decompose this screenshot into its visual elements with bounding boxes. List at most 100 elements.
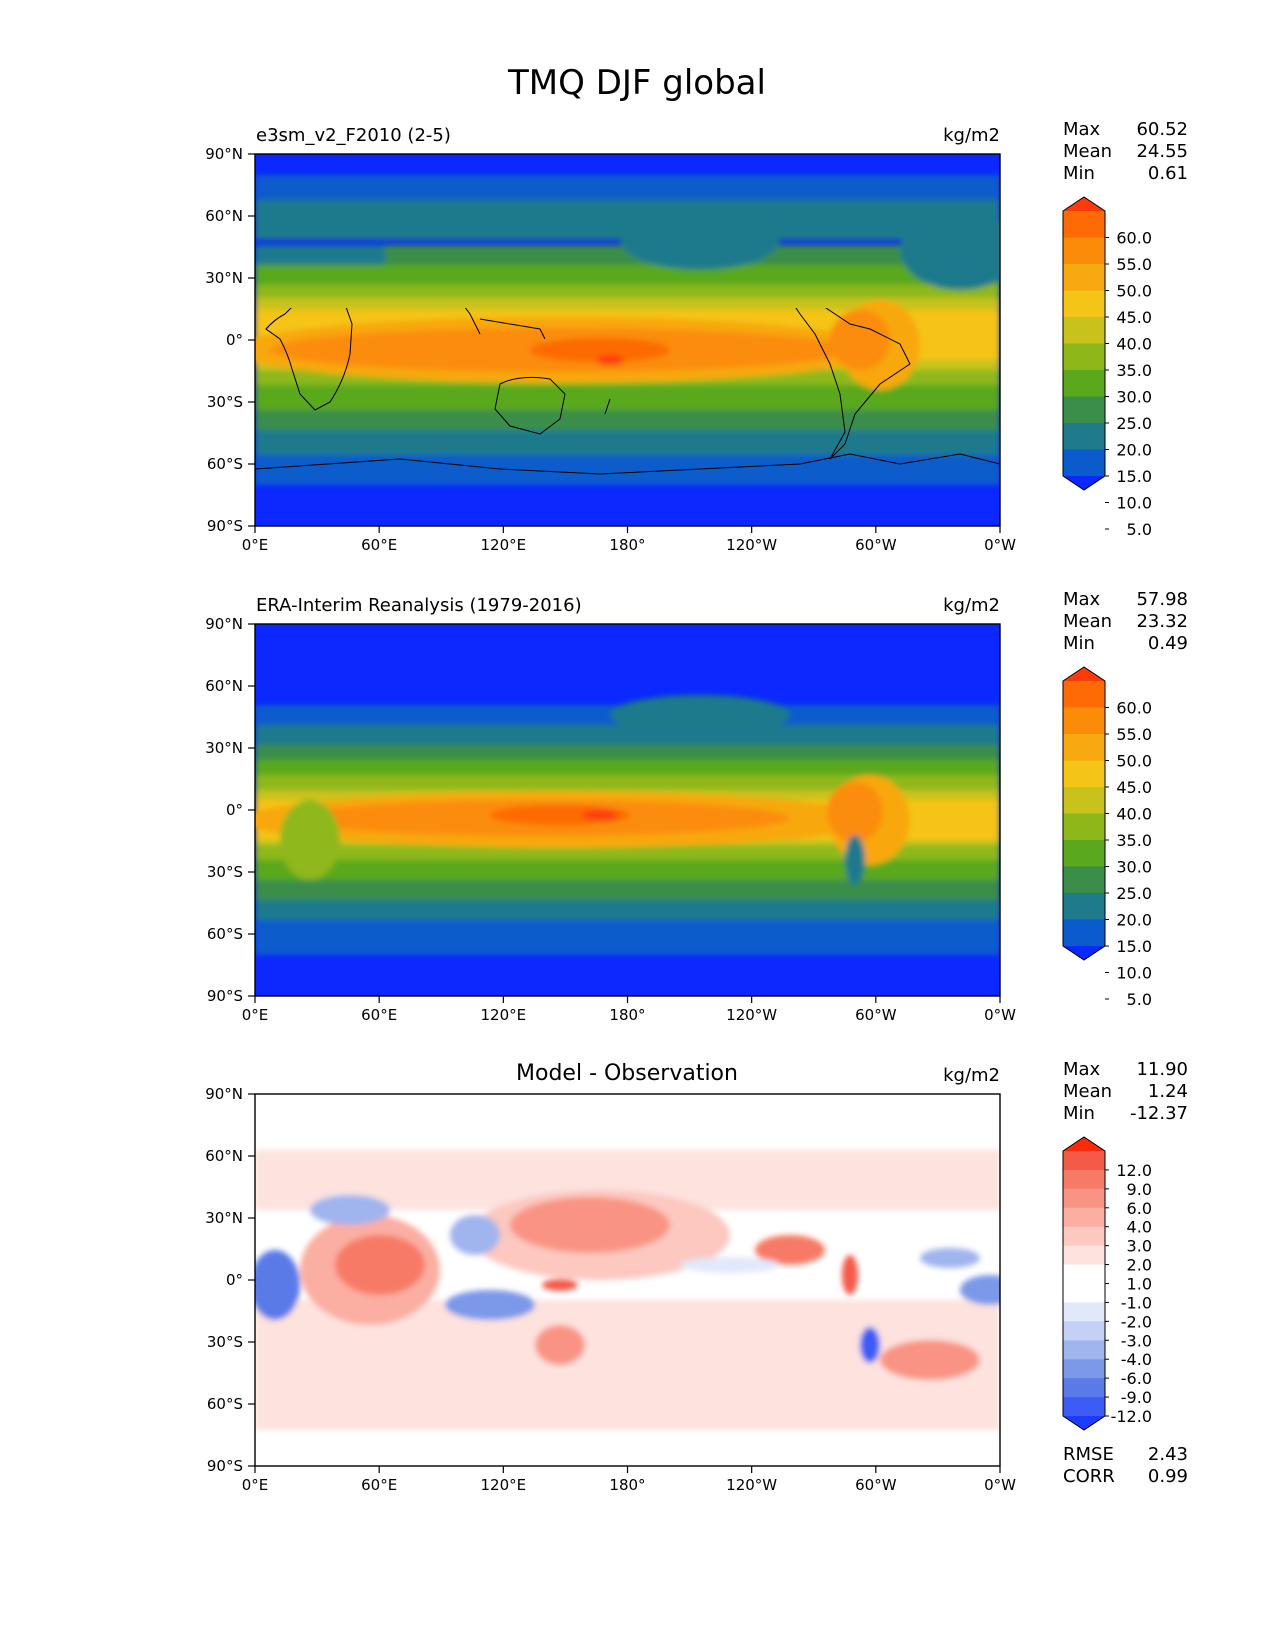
lat-tick-label: 60°N bbox=[205, 207, 243, 225]
colorbar-label: 45.0 bbox=[1116, 778, 1152, 797]
lon-tick-label: 0°E bbox=[242, 1006, 269, 1024]
stat-min-label: Min bbox=[1063, 1103, 1095, 1124]
colorbar-extend-min bbox=[1063, 476, 1105, 490]
colorbar-extend-min bbox=[1063, 946, 1105, 960]
colorbar-label: 25.0 bbox=[1116, 414, 1152, 433]
colorbar-label: 55.0 bbox=[1116, 725, 1152, 744]
colorbar-segment bbox=[1063, 1207, 1105, 1228]
colorbar-label: 10.0 bbox=[1116, 964, 1152, 983]
lat-tick-label: 30°N bbox=[205, 1209, 243, 1227]
stat-min-value: -12.37 bbox=[1130, 1103, 1188, 1124]
colorbar-label: 3.0 bbox=[1127, 1237, 1152, 1256]
lon-ticks-model: 0°E 60°E 120°E 180° 120°W 60°W 0°W bbox=[242, 526, 1016, 554]
lon-tick-label: 0°W bbox=[984, 1476, 1016, 1494]
lon-tick-label: 120°E bbox=[481, 1476, 527, 1494]
colorbar-extend-max bbox=[1063, 667, 1105, 681]
colorbar-label: 50.0 bbox=[1116, 752, 1152, 771]
colorbar-segment bbox=[1063, 264, 1105, 291]
colorbar-extend-max bbox=[1063, 1137, 1105, 1151]
colorbar-label: 20.0 bbox=[1116, 911, 1152, 930]
colorbar-label: 4.0 bbox=[1127, 1218, 1152, 1237]
lon-tick-label: 120°W bbox=[726, 1476, 777, 1494]
colorbar-label: 12.0 bbox=[1116, 1161, 1152, 1180]
stat-min-value: 0.61 bbox=[1148, 163, 1188, 184]
lon-tick-label: 60°W bbox=[855, 1006, 897, 1024]
colorbar-segment bbox=[1063, 396, 1105, 424]
lon-tick-label: 60°E bbox=[361, 1006, 397, 1024]
lon-tick-label: 120°W bbox=[726, 1006, 777, 1024]
stat-min-label: Min bbox=[1063, 633, 1095, 654]
panel-difference: Model - Observation kg/m2 bbox=[205, 1059, 1188, 1494]
lat-tick-label: 60°S bbox=[207, 925, 243, 943]
lat-tick-label: 90°S bbox=[207, 1457, 243, 1475]
map-field-model bbox=[255, 154, 1000, 526]
colorbar-label: 10.0 bbox=[1116, 494, 1152, 513]
panel-center-title: Model - Observation bbox=[516, 1061, 738, 1086]
lon-tick-label: 0°W bbox=[984, 1006, 1016, 1024]
lat-ticks-difference: 90°N 60°N 30°N 0° 30°S 60°S 90°S bbox=[205, 1085, 255, 1475]
colorbar-label: 40.0 bbox=[1116, 335, 1152, 354]
colorbar-segment bbox=[1063, 866, 1105, 894]
colorbar-segment bbox=[1063, 734, 1105, 761]
metric-rmse-label: RMSE bbox=[1063, 1444, 1114, 1465]
stat-max-value: 60.52 bbox=[1136, 119, 1188, 140]
colorbar-label: 60.0 bbox=[1116, 699, 1152, 718]
coastlines-model bbox=[255, 308, 1000, 475]
colorbar-label: 2.0 bbox=[1127, 1256, 1152, 1275]
figure-title: TMQ DJF global bbox=[507, 63, 766, 103]
stats-difference: Max 11.90 Mean 1.24 Min -12.37 bbox=[1063, 1059, 1188, 1124]
stat-max-label: Max bbox=[1063, 119, 1101, 140]
panel-model: e3sm_v2_F2010 (2-5) kg/m2 bbox=[205, 119, 1188, 554]
lat-tick-label: 90°S bbox=[207, 987, 243, 1005]
lat-tick-label: 30°N bbox=[205, 269, 243, 287]
colorbar-segment bbox=[1063, 1151, 1105, 1171]
metric-corr-label: CORR bbox=[1063, 1466, 1115, 1487]
colorbar-segment bbox=[1063, 449, 1105, 477]
lat-tick-label: 30°S bbox=[207, 863, 243, 881]
colorbar-label: 45.0 bbox=[1116, 308, 1152, 327]
colorbar-segment bbox=[1063, 813, 1105, 841]
colorbar-segment bbox=[1063, 423, 1105, 450]
colorbar-label: 5.0 bbox=[1127, 520, 1152, 539]
stat-min-value: 0.49 bbox=[1148, 633, 1188, 654]
colorbar-segment bbox=[1063, 290, 1105, 318]
panel-units: kg/m2 bbox=[943, 125, 1000, 146]
colorbar-label: -4.0 bbox=[1121, 1350, 1152, 1369]
colorbar-label: 30.0 bbox=[1116, 858, 1152, 877]
colorbar-segment bbox=[1063, 1378, 1105, 1398]
colorbar-segment bbox=[1063, 1302, 1105, 1322]
lon-tick-label: 120°W bbox=[726, 536, 777, 554]
lat-tick-label: 90°N bbox=[205, 1085, 243, 1103]
colorbar-label: -2.0 bbox=[1121, 1312, 1152, 1331]
lat-tick-label: 90°S bbox=[207, 517, 243, 535]
lat-tick-label: 0° bbox=[226, 331, 243, 349]
colorbar-difference: 12.09.06.04.03.02.01.0-1.0-2.0-3.0-4.0-6… bbox=[1062, 1136, 1152, 1431]
colorbar-segment bbox=[1063, 343, 1105, 371]
lat-tick-label: 0° bbox=[226, 1271, 243, 1289]
stats-observation: Max 57.98 Mean 23.32 Min 0.49 bbox=[1063, 589, 1188, 654]
colorbar-label: 9.0 bbox=[1127, 1180, 1152, 1199]
lon-tick-label: 120°E bbox=[481, 536, 527, 554]
colorbar-segment bbox=[1063, 1321, 1105, 1341]
colorbar-label: 35.0 bbox=[1116, 831, 1152, 850]
panel-units: kg/m2 bbox=[943, 1065, 1000, 1086]
lon-tick-label: 0°W bbox=[984, 536, 1016, 554]
colorbar-segment bbox=[1063, 1359, 1105, 1379]
lat-tick-label: 30°S bbox=[207, 393, 243, 411]
panel-observation: ERA-Interim Reanalysis (1979-2016) kg/m2 bbox=[205, 589, 1188, 1024]
lon-tick-label: 180° bbox=[609, 536, 645, 554]
colorbar-model: 60.0 55.0 50.0 45.0 40.0 35.0 30.0 25.0 20.0 15.0… bbox=[1062, 196, 1152, 539]
stat-mean-label: Mean bbox=[1063, 1081, 1112, 1102]
stat-mean-value: 23.32 bbox=[1136, 611, 1188, 632]
colorbar-segment bbox=[1063, 1397, 1105, 1417]
colorbar-label: -6.0 bbox=[1121, 1369, 1152, 1388]
colorbar-segment bbox=[1063, 1340, 1105, 1360]
lat-tick-label: 90°N bbox=[205, 145, 243, 163]
stat-mean-label: Mean bbox=[1063, 141, 1112, 162]
stat-max-value: 11.90 bbox=[1136, 1059, 1188, 1080]
colorbar-segment bbox=[1063, 237, 1105, 265]
colorbar-label: 40.0 bbox=[1116, 805, 1152, 824]
colorbar-label: -9.0 bbox=[1121, 1388, 1152, 1407]
colorbar-segment bbox=[1063, 893, 1105, 920]
